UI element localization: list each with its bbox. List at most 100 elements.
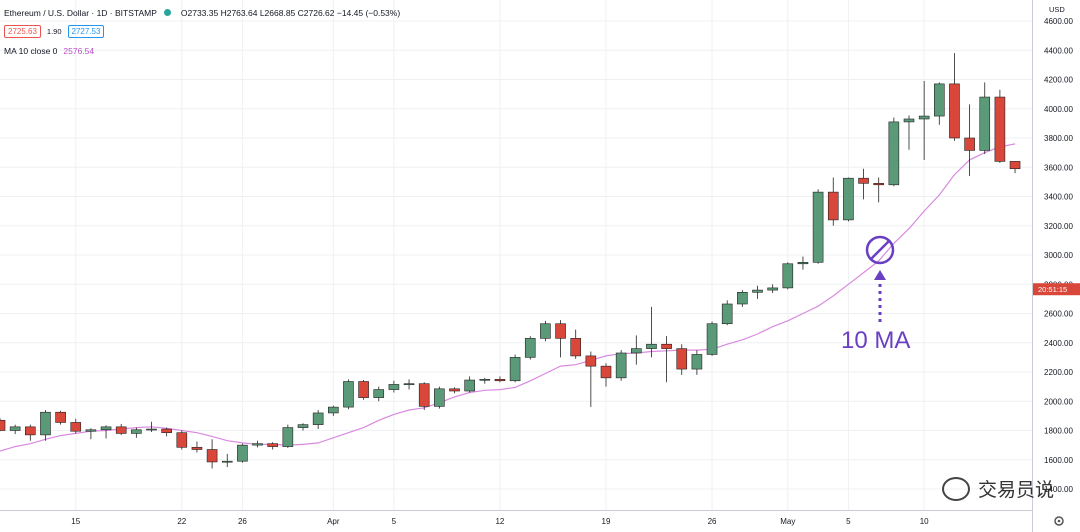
price-tick-label: 2000.00 (1044, 397, 1073, 406)
candle-body (979, 96, 991, 151)
chat-bubble-icon (941, 476, 970, 501)
candle (797, 256, 809, 270)
candle-body (237, 444, 248, 462)
candle (721, 300, 733, 326)
candle-body (161, 428, 172, 433)
candle (282, 424, 294, 449)
candle (918, 80, 930, 160)
candle (524, 336, 536, 360)
symbol-title[interactable]: Ethereum / U.S. Dollar · 1D · BITSTAMP (4, 7, 157, 18)
candle-body (737, 291, 748, 305)
candle (373, 386, 385, 402)
candle-body (994, 96, 1006, 162)
candle-body (676, 348, 688, 370)
price-tick-label: 3000.00 (1044, 251, 1073, 260)
price-tick-label: 3200.00 (1044, 222, 1073, 231)
candle-body (434, 388, 445, 407)
candle (146, 421, 157, 432)
price-axis[interactable]: 1400.00 1600.00 1800.00 2000.00 2200.00 2400.… (1033, 5, 1080, 494)
candle-body (252, 443, 263, 446)
time-tick-label: 26 (708, 517, 717, 526)
candle-body (479, 379, 491, 381)
price-tick-label: 4000.00 (1044, 105, 1073, 114)
candle-body (540, 323, 551, 339)
candle (388, 380, 400, 393)
market-status-icon (163, 9, 171, 16)
ma-line-group (0, 143, 1016, 452)
candle (464, 376, 475, 393)
candle-body (115, 426, 127, 434)
candle (600, 363, 612, 387)
candle-body (297, 424, 309, 428)
candle (327, 405, 339, 416)
candle-body (782, 263, 794, 289)
ma-annotation: 10 MA (841, 235, 910, 354)
candle-body (464, 379, 475, 392)
chart-legend: Ethereum / U.S. Dollar · 1D · BITSTAMP O… (4, 6, 400, 63)
candle (752, 285, 763, 299)
candle (161, 427, 172, 437)
currency-label: USD (1049, 5, 1065, 14)
countdown-tag (1033, 283, 1080, 296)
candle (434, 386, 445, 409)
candle (418, 382, 430, 411)
time-axis[interactable]: 15 22 26 Apr 5 12 19 26 May 5 10 (71, 517, 929, 526)
candle-body (206, 449, 218, 463)
candle-body (812, 191, 824, 263)
annotation-circle (865, 235, 895, 265)
candle-body (9, 426, 21, 431)
watermark: 交易员说 (941, 475, 1054, 502)
candle-body (418, 383, 430, 407)
candle (691, 350, 703, 375)
gear-icon[interactable] (1054, 516, 1064, 526)
candle (358, 380, 369, 400)
symbol-row: Ethereum / U.S. Dollar · 1D · BITSTAMP O… (4, 6, 400, 19)
candle (237, 443, 248, 463)
candle-body (358, 381, 369, 398)
candle-body (843, 177, 854, 221)
ma-indicator-label[interactable]: MA 10 close 0 (4, 45, 58, 56)
candle (570, 329, 582, 359)
candle-body (176, 432, 188, 448)
candle-body (691, 354, 703, 370)
candle-body (1009, 161, 1021, 170)
candle-body (0, 419, 6, 431)
candle (949, 53, 960, 141)
candle-body (282, 427, 294, 447)
candle-body (221, 460, 233, 463)
candle (585, 351, 597, 408)
candle (994, 89, 1006, 163)
candle (540, 320, 551, 342)
candle-body (933, 83, 945, 117)
indicator-row[interactable]: MA 10 close 0 2576.54 (4, 44, 400, 57)
candle-body (585, 355, 597, 367)
annotation-diagonal (869, 239, 891, 261)
candle-body (191, 447, 203, 450)
candle (403, 379, 415, 390)
candle-body (858, 177, 869, 184)
candle-body (373, 389, 385, 398)
candle-body (449, 388, 460, 392)
candle-body (570, 338, 582, 357)
sell-price-button[interactable]: 2725.63 (4, 25, 41, 38)
candle (509, 354, 521, 383)
price-tick-label: 4200.00 (1044, 76, 1073, 85)
candle (297, 423, 309, 431)
candle (267, 442, 279, 450)
candle-body (100, 426, 112, 431)
buy-price-button[interactable]: 2727.53 (67, 25, 105, 38)
ma-indicator-value: 2576.54 (63, 45, 95, 56)
annotation-text: 10 MA (841, 327, 910, 354)
candle-body (964, 137, 975, 151)
candle-body (40, 411, 51, 436)
candle (979, 82, 991, 155)
candle (630, 335, 642, 365)
time-tick-label: 26 (238, 517, 247, 526)
candle-body (827, 191, 839, 221)
candle (55, 410, 66, 425)
candle-body (630, 348, 642, 354)
time-tick-label: 5 (846, 517, 851, 526)
quote-row: 2725.63 1.90 2727.53 (4, 25, 400, 38)
candle (646, 306, 657, 358)
